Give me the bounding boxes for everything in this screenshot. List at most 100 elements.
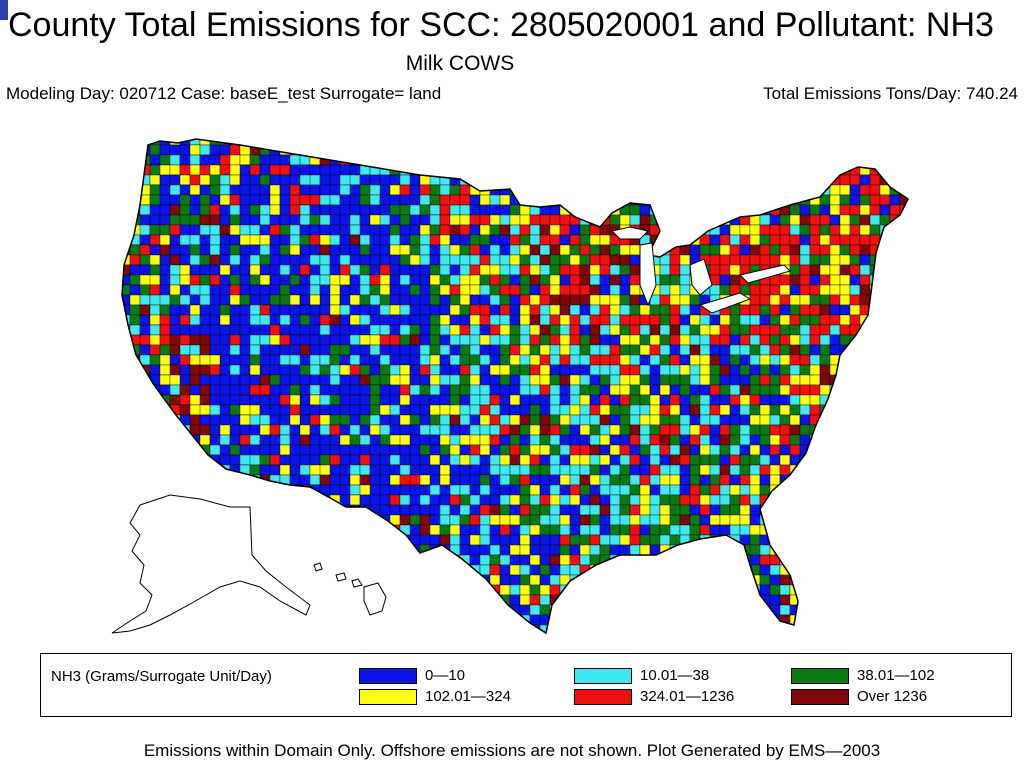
county-cell: [649, 464, 661, 476]
county-cell: [649, 604, 661, 616]
county-cell: [839, 139, 851, 146]
county-cell: [679, 174, 691, 186]
county-cell: [339, 594, 361, 606]
county-cell: [429, 354, 441, 366]
county-cell: [789, 284, 801, 296]
county-cell: [749, 254, 761, 266]
county-cell: [110, 345, 120, 355]
county-cell: [809, 394, 821, 406]
county-cell: [339, 384, 351, 396]
county-cell: [779, 164, 791, 176]
county-cell: [509, 344, 521, 356]
county-cell: [879, 534, 891, 546]
county-cell: [809, 594, 821, 606]
county-cell: [559, 354, 571, 366]
county-cell: [499, 264, 511, 276]
county-cell: [599, 494, 611, 506]
county-cell: [599, 364, 611, 376]
county-cell: [819, 254, 831, 266]
county-cell: [719, 164, 731, 176]
county-cell: [709, 184, 721, 196]
county-cell: [879, 444, 891, 456]
county-cell: [469, 344, 481, 356]
county-cell: [259, 394, 271, 406]
county-cell: [299, 214, 311, 226]
county-cell: [459, 544, 471, 556]
county-cell: [649, 139, 661, 146]
county-cell: [889, 504, 901, 516]
county-cell: [809, 174, 821, 186]
county-cell: [349, 494, 361, 506]
county-cell: [849, 464, 861, 476]
county-cell: [779, 234, 791, 246]
county-cell: [559, 194, 571, 206]
county-cell: [809, 144, 821, 156]
county-cell: [910, 205, 920, 215]
county-cell: [719, 484, 731, 496]
county-cell: [129, 484, 151, 496]
county-cell: [199, 384, 211, 396]
county-cell: [199, 174, 211, 186]
county-cell: [469, 594, 481, 606]
county-cell: [819, 354, 831, 366]
county-cell: [629, 414, 641, 426]
county-cell: [122, 354, 131, 366]
county-cell: [279, 164, 291, 176]
county-cell: [749, 139, 761, 146]
county-cell: [659, 204, 671, 216]
county-cell: [829, 504, 841, 516]
county-cell: [549, 434, 561, 446]
county-cell: [529, 534, 541, 546]
county-cell: [809, 624, 821, 633]
county-cell: [869, 184, 881, 196]
county-cell: [100, 455, 120, 465]
county-cell: [469, 284, 481, 296]
county-cell: [100, 585, 110, 595]
county-cell: [519, 524, 531, 536]
county-cell: [110, 275, 120, 285]
county-cell: [649, 564, 661, 576]
county-cell: [669, 594, 681, 606]
county-cell: [579, 294, 591, 306]
county-cell: [829, 614, 841, 626]
county-cell: [789, 424, 801, 436]
county-cell: [579, 464, 591, 476]
county-cell: [239, 594, 261, 606]
county-cell: [539, 274, 551, 286]
county-cell: [579, 484, 591, 496]
county-cell: [399, 454, 411, 466]
county-cell: [529, 454, 541, 466]
county-cell: [629, 524, 641, 536]
county-cell: [369, 144, 381, 156]
county-cell: [389, 194, 401, 206]
county-cell: [449, 174, 461, 186]
county-cell: [859, 554, 871, 566]
county-cell: [339, 484, 351, 496]
county-cell: [529, 524, 541, 536]
county-cell: [759, 184, 771, 196]
county-cell: [609, 304, 621, 316]
county-cell: [789, 264, 801, 276]
county-cell: [289, 504, 311, 516]
county-cell: [809, 224, 821, 236]
county-cell: [379, 534, 391, 546]
county-cell: [209, 484, 221, 496]
county-cell: [110, 245, 120, 255]
county-cell: [349, 314, 361, 326]
county-cell: [269, 514, 291, 526]
county-cell: [849, 584, 861, 596]
county-cell: [689, 614, 701, 626]
county-cell: [479, 174, 491, 186]
county-cell: [749, 394, 761, 406]
county-cell: [549, 394, 561, 406]
county-cell: [539, 194, 551, 206]
county-cell: [100, 615, 110, 625]
county-cell: [689, 184, 701, 196]
county-cell: [699, 514, 711, 526]
county-cell: [499, 174, 511, 186]
county-cell: [509, 554, 521, 566]
county-cell: [869, 574, 881, 586]
county-cell: [279, 154, 291, 166]
county-cell: [179, 474, 191, 486]
county-cell: [459, 184, 471, 196]
